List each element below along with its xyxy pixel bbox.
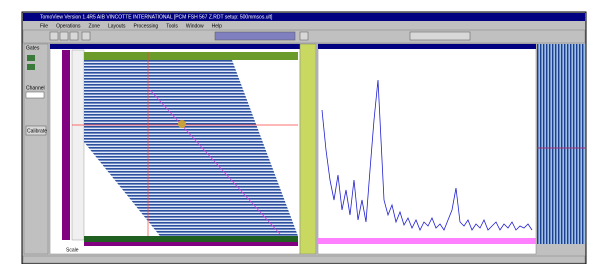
view-title-bar [50, 44, 300, 49]
channel-label: Channel [26, 85, 45, 91]
menu-item[interactable]: Operations [56, 23, 81, 29]
menu-item[interactable]: File [40, 23, 48, 29]
indication [178, 120, 186, 128]
menu-item[interactable]: Processing [133, 23, 158, 29]
menu-item[interactable]: Layouts [108, 23, 126, 29]
amplitude-ruler [300, 44, 316, 254]
bottom-ruler-2 [84, 242, 298, 246]
calibrate-label: Calibrate [27, 128, 47, 134]
scale-label: Scale [66, 247, 79, 253]
gate-icon [27, 55, 35, 61]
depth-scale [72, 50, 84, 240]
cscan-view [537, 44, 585, 244]
gates-label: Gates [26, 45, 40, 51]
screenshot: TomoView Version 1.4R5 AIB VINCOTTE INTE… [0, 0, 603, 264]
time-ruler [318, 238, 536, 244]
window-title: TomoView Version 1.4R5 AIB VINCOTTE INTE… [40, 14, 273, 20]
bottom-ruler [84, 236, 298, 242]
menu-item[interactable]: Window [186, 23, 204, 29]
depth-ruler [62, 50, 70, 240]
view-title-bar [318, 44, 536, 49]
left-panel [24, 44, 48, 254]
channel-input[interactable] [26, 92, 44, 98]
gate-icon [27, 64, 35, 70]
menu-item[interactable]: Zone [89, 23, 101, 29]
top-color-bar [84, 52, 298, 60]
menu-item[interactable]: Tools [166, 23, 178, 29]
ascan-view [318, 44, 536, 254]
status-bar [23, 256, 585, 263]
menu-item[interactable]: Help [212, 23, 223, 29]
